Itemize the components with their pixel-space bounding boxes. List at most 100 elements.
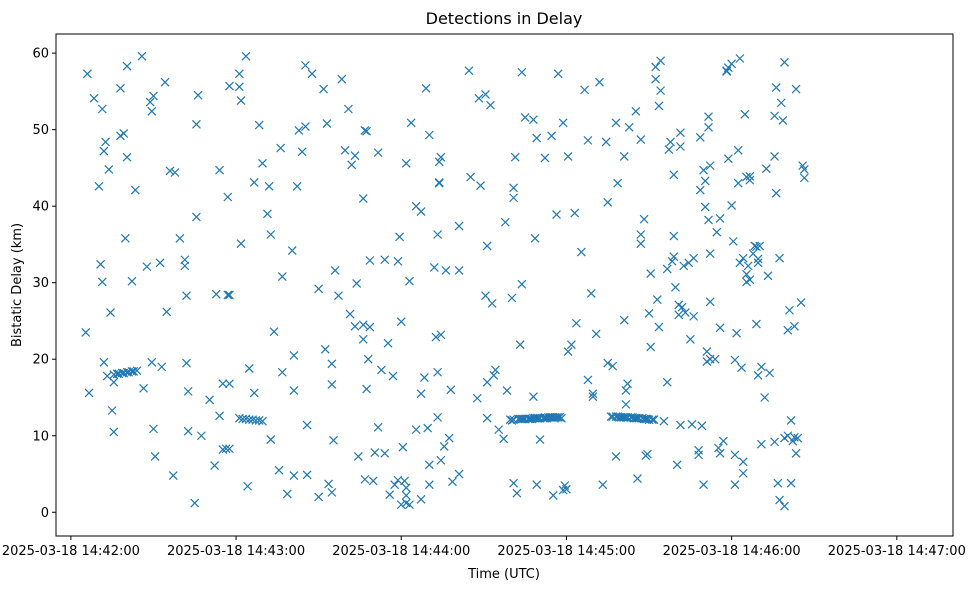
detection-point <box>182 291 191 301</box>
x-tick-label: 2025-03-18 14:45:00 <box>497 544 635 559</box>
detection-point <box>535 435 545 445</box>
detection-point <box>528 392 538 402</box>
detection-point <box>454 221 464 231</box>
detection-point <box>162 307 172 317</box>
detection-point <box>107 406 117 415</box>
detection-point <box>301 60 310 70</box>
detection-point <box>608 361 618 371</box>
detection-point <box>362 126 371 136</box>
detection-point <box>254 416 264 425</box>
detection-point <box>132 366 142 376</box>
detection-point <box>791 448 801 458</box>
detection-point <box>289 471 299 480</box>
detection-point <box>765 368 775 378</box>
detection-point <box>507 416 517 425</box>
detection-point <box>139 383 148 393</box>
detection-point <box>733 145 743 155</box>
detection-point <box>509 183 519 193</box>
detection-point <box>715 213 725 223</box>
detection-point <box>97 277 107 287</box>
detection-point <box>122 61 132 71</box>
detection-point <box>365 256 375 265</box>
detection-point <box>778 116 788 125</box>
detection-point <box>264 181 274 191</box>
detection-point <box>119 129 129 138</box>
detection-point <box>289 386 299 396</box>
detection-point <box>540 153 550 163</box>
detection-point <box>396 317 406 327</box>
detection-point <box>433 230 443 239</box>
detection-point <box>400 476 409 486</box>
detection-point <box>613 178 623 188</box>
detection-point <box>362 384 371 394</box>
detection-point <box>234 69 244 79</box>
detection-point <box>715 323 725 333</box>
detection-point <box>234 82 244 92</box>
detection-point <box>472 393 482 403</box>
detection-point <box>196 431 206 441</box>
detection-point <box>680 308 690 317</box>
detection-point <box>520 112 530 122</box>
detection-point <box>662 377 672 387</box>
detection-point <box>82 69 92 79</box>
detection-point <box>429 262 439 272</box>
detection-point <box>327 487 337 497</box>
y-tick-label: 0 <box>41 506 49 521</box>
detection-point <box>558 118 568 128</box>
detection-point <box>464 66 474 76</box>
detection-point <box>223 192 233 202</box>
detection-point <box>776 98 786 108</box>
detection-point <box>424 130 434 140</box>
detection-point <box>644 308 654 318</box>
detection-point <box>636 230 646 239</box>
detection-point <box>553 69 563 79</box>
detection-point <box>137 51 147 61</box>
detection-point <box>738 468 748 478</box>
detection-point <box>633 474 642 484</box>
detection-point <box>601 137 611 147</box>
detection-point <box>431 332 441 342</box>
detection-point <box>380 448 390 458</box>
detection-point <box>732 328 742 338</box>
detection-point <box>180 261 190 271</box>
detection-point <box>482 413 492 423</box>
detection-point <box>337 74 347 84</box>
detection-point <box>405 276 414 286</box>
detection-point <box>282 489 292 499</box>
detection-point <box>277 272 287 282</box>
detection-point <box>350 151 360 161</box>
detection-point <box>489 370 499 380</box>
detection-point <box>783 325 793 335</box>
detection-point <box>676 142 685 151</box>
detection-point <box>700 176 710 186</box>
detection-point <box>770 152 780 161</box>
y-axis-label: Bistatic Delay (km) <box>10 223 25 347</box>
detection-point <box>771 188 781 198</box>
detection-point <box>652 295 662 304</box>
detection-point <box>130 185 140 195</box>
detection-point <box>775 253 784 263</box>
detection-point <box>215 411 224 421</box>
detection-point <box>619 152 629 161</box>
detection-point <box>322 119 332 128</box>
detection-point <box>649 415 659 425</box>
detection-point <box>423 423 433 433</box>
detection-point <box>651 74 661 84</box>
detection-point <box>789 432 799 442</box>
detection-point <box>373 422 383 432</box>
detection-point <box>236 239 246 249</box>
detection-point <box>210 461 220 471</box>
detection-point <box>786 478 796 488</box>
detection-point <box>786 416 796 425</box>
detection-point <box>482 377 492 387</box>
detection-point <box>94 181 104 191</box>
detection-point <box>436 330 446 340</box>
detection-point <box>780 57 789 67</box>
detection-point <box>99 357 109 367</box>
detection-point <box>370 448 380 458</box>
detection-point <box>193 90 203 100</box>
detection-point <box>106 308 115 317</box>
detection-point <box>664 145 674 154</box>
detection-point <box>145 97 155 107</box>
